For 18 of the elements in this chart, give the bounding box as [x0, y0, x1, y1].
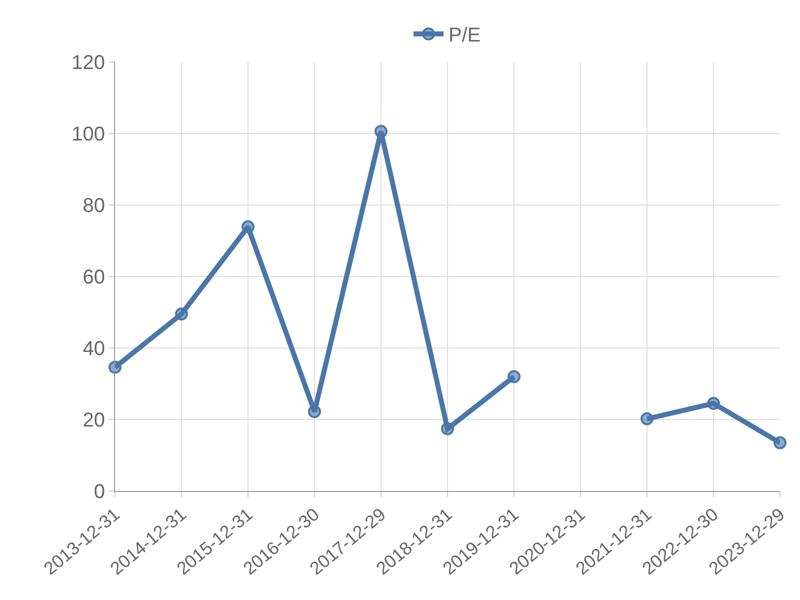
- y-tick-label: 40: [82, 338, 105, 360]
- point: [508, 370, 520, 384]
- y-tick-label: 80: [82, 195, 105, 217]
- point: [774, 436, 786, 450]
- point: [707, 396, 720, 410]
- point: [640, 412, 654, 426]
- point: [374, 124, 388, 138]
- y-tick-label: 20: [82, 410, 105, 432]
- point: [441, 422, 454, 436]
- point: [242, 220, 254, 234]
- legend-label: P/E: [448, 24, 481, 47]
- y-tick-label: 120: [72, 52, 105, 74]
- y-tick-label: 60: [82, 266, 105, 288]
- point: [175, 308, 188, 321]
- y-tick-label: 0: [94, 481, 105, 503]
- point: [308, 405, 321, 418]
- y-tick-label: 100: [72, 124, 105, 146]
- point: [108, 360, 122, 374]
